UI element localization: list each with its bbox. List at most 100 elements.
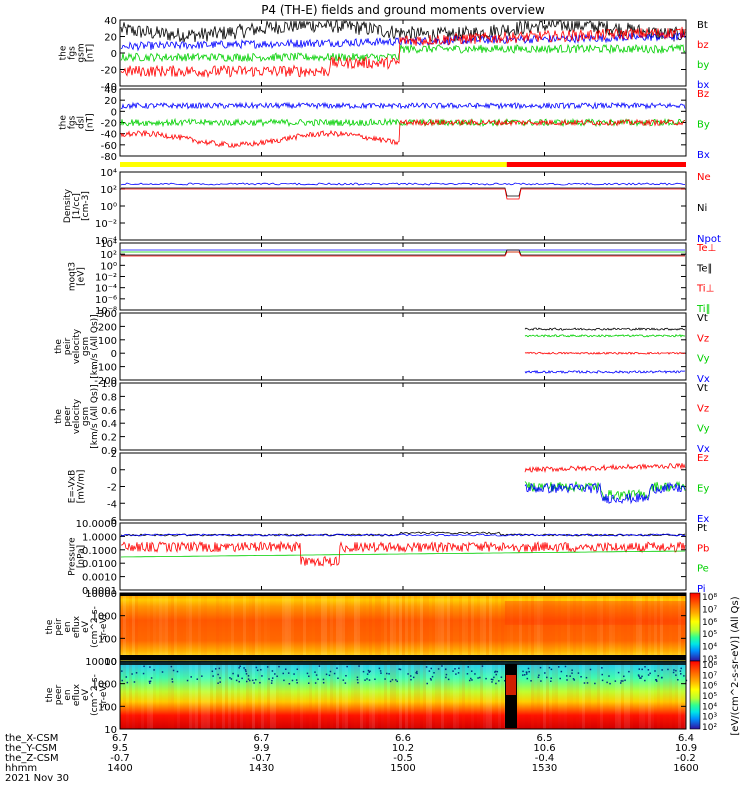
spectrogram-speck [369,670,371,673]
mode-bar-red [506,162,686,167]
y-tick-label: -100 [94,363,117,374]
spectrogram-column [408,661,411,729]
spectrogram-speck [622,680,624,682]
y-tick-label: 0 [111,466,117,477]
y-axis-label-line: the [45,687,55,702]
spectrogram-column [465,593,468,661]
y-axis-label-line: the [59,115,69,130]
spectrogram-column [603,593,606,661]
y-axis-label-line: the [45,619,55,634]
panel-frame [119,382,687,451]
spectrogram-column [297,593,300,661]
spectrogram-speck [628,670,630,673]
spectrogram-column [468,661,471,729]
spectrogram-speck [614,680,617,682]
spectrogram-speck [522,674,524,676]
spectrogram-column [327,661,330,729]
spectrogram-column [636,593,639,661]
spectrogram-column [423,661,426,729]
spectrogram-column [384,661,387,729]
spectrogram-speck [469,677,472,680]
spectrogram-column [663,593,666,661]
spectrogram-column [402,661,405,729]
spectrogram-column [318,661,321,729]
series-Npot [120,182,686,186]
spectrogram-speck [537,676,540,679]
spectrogram-column [147,593,150,661]
legend-entry: Ti⊥ [696,284,714,295]
spectrogram-speck [268,678,270,680]
spectrogram-column [681,593,684,661]
spectrogram-speck [212,675,214,677]
spectrogram-column [396,661,399,729]
spectrogram-column [567,661,570,729]
spectrogram-column [447,661,450,729]
spectrogram-speck [218,667,221,670]
spectrogram-column [342,593,345,661]
spectrogram-speck [445,673,448,676]
y-axis-label-line: eV [81,688,91,701]
spectrogram-column [180,593,183,661]
spectrogram-column [285,661,288,729]
spectrogram-column [417,593,420,661]
spectrogram-column [447,593,450,661]
legend-entry: Npot [697,234,721,245]
spectrogram-column [159,593,162,661]
spectrogram-column [582,593,585,661]
spectrogram-column [387,593,390,661]
spectrogram-speck [431,675,434,678]
spectrogram-speck [378,667,381,670]
legend-entry: Vx [697,444,710,455]
spectrogram-speck [358,665,360,667]
spectrogram-column [246,661,249,729]
spectrogram-column [669,661,672,729]
colorbar [689,660,701,730]
spectrogram-column [465,661,468,729]
spectrogram-column [450,593,453,661]
footer-value: 6.5 [537,733,553,744]
spectrogram-column [459,593,462,661]
spectrogram-column [546,593,549,661]
footer-value: 9.9 [254,743,270,754]
spectrogram-top-band [120,661,686,665]
y-tick-label: 10⁰ [100,202,117,213]
spectrogram-column [663,661,666,729]
spectrogram-column [435,661,438,729]
y-tick-label: 0.4 [101,419,117,430]
spectrogram-column [576,661,579,729]
y-tick-label: 10.0000 [76,519,117,530]
spectrogram-column [564,661,567,729]
spectrogram-speck [412,676,415,679]
y-tick-label: 0.0 [101,446,117,457]
legend-entry: Ne [697,172,711,183]
y-axis-label: Density [1/cc] [cm-3] [63,188,91,223]
spectrogram-speck [283,679,285,682]
spectrogram [120,661,686,729]
spectrogram-speck [325,673,328,676]
series-Ne [121,188,685,200]
spectrogram-column [531,593,534,661]
spectrogram-speck [498,680,500,682]
spectrogram-column [312,593,315,661]
footer-value: 1400 [107,763,132,774]
spectrogram-column [123,661,126,729]
y-tick-label: 0.0010 [82,573,117,584]
spectrogram-column [453,593,456,661]
spectrogram-column [678,661,681,729]
y-tick-label: 10⁻² [95,273,117,284]
y-tick-label: -60 [101,141,117,152]
spectrogram-column [183,661,186,729]
spectrogram-column [297,661,300,729]
y-tick-label: 40 [104,85,117,96]
spectrogram-speck [528,670,530,673]
spectrogram-speck [609,682,611,685]
spectrogram-column [234,593,237,661]
spectrogram-column [369,593,372,661]
spectrogram-column [354,661,357,729]
spectrogram-column [486,661,489,729]
spectrogram-gap [505,664,517,728]
spectrogram-column [630,661,633,729]
spectrogram-column [624,661,627,729]
spectrogram-column [657,661,660,729]
